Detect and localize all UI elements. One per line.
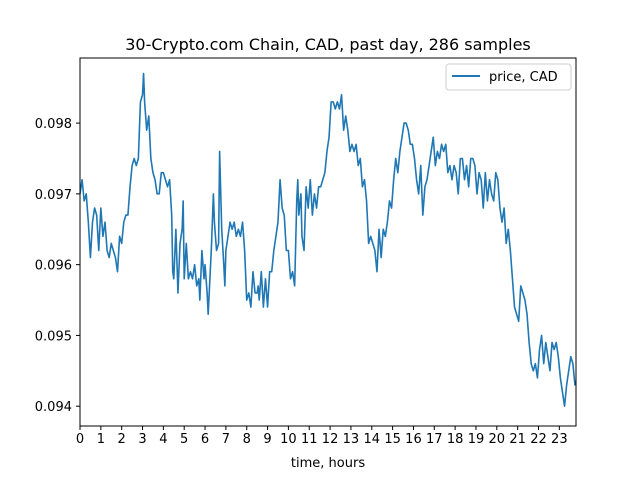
x-tick-label: 1 (97, 432, 105, 447)
x-tick-label: 13 (343, 432, 360, 447)
y-axis: 0.094 0.095 0.096 0.097 0.098 (35, 117, 80, 415)
x-tick-label: 10 (280, 432, 297, 447)
x-tick-label: 14 (363, 432, 380, 447)
x-tick-label: 12 (322, 432, 339, 447)
x-tick-label: 8 (243, 432, 251, 447)
y-tick-label: 0.094 (35, 400, 72, 415)
x-tick-label: 17 (426, 432, 443, 447)
x-tick-label: 4 (159, 432, 167, 447)
x-tick-label: 23 (551, 432, 568, 447)
x-tick-label: 11 (301, 432, 318, 447)
x-tick-label: 19 (468, 432, 485, 447)
axes-frame (79, 57, 577, 427)
x-tick-label: 9 (263, 432, 271, 447)
series-line-price-cad (80, 72, 576, 407)
chart-title: 30-Crypto.com Chain, CAD, past day, 286 … (125, 35, 531, 54)
x-tick-label: 0 (76, 432, 84, 447)
plot-area (80, 72, 576, 407)
x-tick-label: 3 (138, 432, 146, 447)
x-tick-label: 16 (405, 432, 422, 447)
x-tick-label: 20 (489, 432, 506, 447)
y-tick-label: 0.098 (35, 117, 72, 132)
x-tick-label: 6 (201, 432, 209, 447)
x-tick-label: 2 (118, 432, 126, 447)
x-axis-label: time, hours (291, 456, 365, 471)
y-tick-label: 0.095 (35, 329, 72, 344)
x-tick-label: 7 (222, 432, 230, 447)
legend-box (445, 63, 572, 91)
x-tick-label: 15 (384, 432, 401, 447)
x-tick-label: 18 (447, 432, 464, 447)
x-axis: 0 1 2 3 4 5 6 7 8 9 10 11 12 13 14 15 16 17 18 19 20 21 22 23 (76, 426, 568, 447)
legend: price, CAD (445, 63, 572, 91)
x-tick-label: 5 (180, 432, 188, 447)
y-tick-label: 0.097 (35, 188, 72, 203)
legend-label: price, CAD (489, 70, 558, 85)
x-tick-label: 21 (509, 432, 526, 447)
y-tick-label: 0.096 (35, 259, 72, 274)
x-tick-label: 22 (530, 432, 547, 447)
